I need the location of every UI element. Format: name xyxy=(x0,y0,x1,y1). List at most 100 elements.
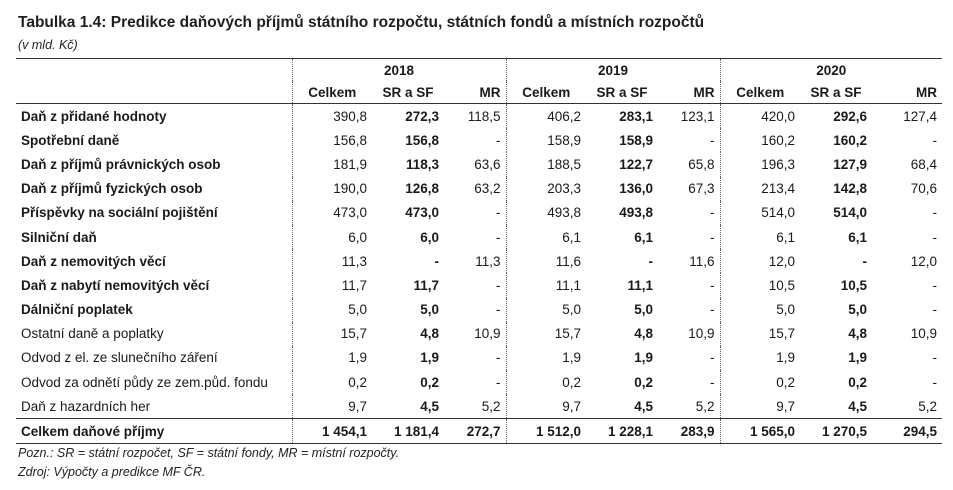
row-label: Odvod z el. ze slunečního záření xyxy=(21,350,218,366)
table-cell: 9,7 xyxy=(719,394,800,419)
note-abbreviations: Pozn.: SR = státní rozpočet, SF = státní… xyxy=(18,446,400,460)
year-header: 2018 xyxy=(291,59,506,81)
table-cell: 122,7 xyxy=(619,156,653,172)
table-cell: 6,0 xyxy=(291,224,372,250)
table-cell: 9,7 xyxy=(291,394,372,419)
tax-revenue-table: 2018 2019 2020 Celkem SR a SF MR Celkem SR a… xyxy=(16,58,942,445)
table-cell: 390,8 xyxy=(291,103,372,129)
table-cell: - xyxy=(862,253,868,269)
table-cell: 11,3 xyxy=(475,253,501,269)
table-cell: 9,7 xyxy=(505,394,586,419)
table-row: Daň z hazardních her 9,7 4,5 5,2 9,7 4,5 5,2 9,… xyxy=(16,394,942,419)
table-cell: 181,9 xyxy=(291,152,372,177)
table-cell: - xyxy=(710,277,715,293)
row-label: Daň z nabytí nemovitých věcí xyxy=(21,277,210,293)
table-cell: 4,5 xyxy=(848,398,867,414)
table-cell: 160,2 xyxy=(719,128,800,153)
table-cell: 1 512,0 xyxy=(505,418,586,445)
row-label: Daň z příjmů fyzických osob xyxy=(21,181,203,197)
row-label: Ostatní daně a poplatky xyxy=(21,326,164,342)
table-cell: 0,2 xyxy=(291,370,372,395)
table-cell: - xyxy=(496,277,501,293)
table-cell: - xyxy=(932,302,938,318)
table-cell: 68,4 xyxy=(910,156,937,172)
table-cell: 136,0 xyxy=(619,181,653,197)
table-cell: 11,1 xyxy=(505,273,586,298)
table-cell: 12,0 xyxy=(910,253,937,269)
table-cell: 0,2 xyxy=(634,374,653,390)
table-cell: 1,9 xyxy=(634,350,653,366)
row-label: Daň z příjmů právnických osob xyxy=(21,156,221,172)
table-cell: 5,0 xyxy=(420,302,439,318)
row-label: Dálniční poplatek xyxy=(21,302,133,318)
table-cell: 1 565,0 xyxy=(719,418,800,445)
table-row: Odvod z el. ze slunečního záření 1,9 1,9-1… xyxy=(16,345,942,371)
table-cell: 514,0 xyxy=(833,205,867,221)
table-cell: 283,9 xyxy=(658,418,720,445)
table-cell: 188,5 xyxy=(505,152,586,177)
table-cell: 6,1 xyxy=(505,224,586,250)
table-row: Dálniční poplatek 5,0 5,0-5,0 5,0-5,0 5,0- xyxy=(16,297,942,322)
table-cell: 15,7 xyxy=(291,321,372,346)
table-cell: 283,1 xyxy=(619,108,653,124)
table-cell: - xyxy=(932,229,938,245)
year-header-row: 2018 2019 2020 xyxy=(16,59,942,81)
table-cell: 294,5 xyxy=(872,418,942,445)
table-cell: - xyxy=(932,205,938,221)
table-cell: 1 181,4 xyxy=(372,418,444,445)
table-cell: 1,9 xyxy=(291,345,372,371)
table-cell: 493,8 xyxy=(505,200,586,225)
table-row: Daň z příjmů fyzických osob 190,0 126,8 63,… xyxy=(16,176,942,201)
table-cell: 6,1 xyxy=(719,224,800,250)
table-cell: 126,8 xyxy=(405,181,439,197)
table-row: Daň z nemovitých věcí 11,3-11,3 11,6-11,6 1… xyxy=(16,249,942,274)
row-label: Daň z hazardních her xyxy=(21,398,151,414)
table-cell: 0,2 xyxy=(505,370,586,395)
table-cell: 1 454,1 xyxy=(291,418,372,445)
column-header: SR a SF xyxy=(372,81,444,104)
table-cell: 11,7 xyxy=(291,273,372,298)
table-cell: 514,0 xyxy=(719,200,800,225)
table-cell: 203,3 xyxy=(505,176,586,201)
table-cell: - xyxy=(496,229,501,245)
year-header: 2019 xyxy=(505,59,720,81)
row-label: Silniční daň xyxy=(21,229,97,245)
table-cell: 1,9 xyxy=(848,350,867,366)
table-cell: 473,0 xyxy=(291,200,372,225)
table-cell: - xyxy=(710,132,715,148)
table-cell: 406,2 xyxy=(505,103,586,129)
table-cell: 6,1 xyxy=(848,229,867,245)
table-cell: 5,2 xyxy=(695,398,715,414)
table-cell: - xyxy=(496,374,501,390)
table-cell: 15,7 xyxy=(719,321,800,346)
table-cell: 213,4 xyxy=(719,176,800,201)
table-cell: - xyxy=(434,253,440,269)
table-cell: 1 270,5 xyxy=(800,418,872,445)
table-cell: 10,9 xyxy=(910,326,937,342)
table-cell: 272,3 xyxy=(405,108,439,124)
table-cell: - xyxy=(496,132,501,148)
table-cell: 127,9 xyxy=(833,156,867,172)
total-row: Celkem daňové příjmy 1 454,1 1 181,4 272,7 1… xyxy=(16,418,942,445)
table-cell: 65,8 xyxy=(688,156,715,172)
table-cell: 11,3 xyxy=(291,249,372,274)
table-cell: 10,5 xyxy=(840,277,867,293)
row-label: Odvod za odnětí půdy ze zem.půd. fondu xyxy=(21,374,268,390)
table-cell: 196,3 xyxy=(719,152,800,177)
table-row: Spotřební daně 156,8 156,8-158,9 158,9-160,… xyxy=(16,128,942,153)
table-cell: 118,3 xyxy=(405,156,439,172)
table-cell: 11,1 xyxy=(627,277,653,293)
column-header: MR xyxy=(658,81,720,104)
table-cell: 158,9 xyxy=(505,128,586,153)
table-cell: - xyxy=(496,205,501,221)
table-cell: 63,6 xyxy=(474,156,501,172)
column-header: MR xyxy=(872,81,942,104)
table-cell: 5,0 xyxy=(848,302,867,318)
column-header: Celkem xyxy=(719,81,800,104)
table-cell: 0,2 xyxy=(719,370,800,395)
table-cell: 118,5 xyxy=(467,108,501,124)
column-header: MR xyxy=(444,81,506,104)
table-cell: 493,8 xyxy=(619,205,653,221)
table-cell: 127,4 xyxy=(903,108,937,124)
table-cell: 473,0 xyxy=(405,205,439,221)
